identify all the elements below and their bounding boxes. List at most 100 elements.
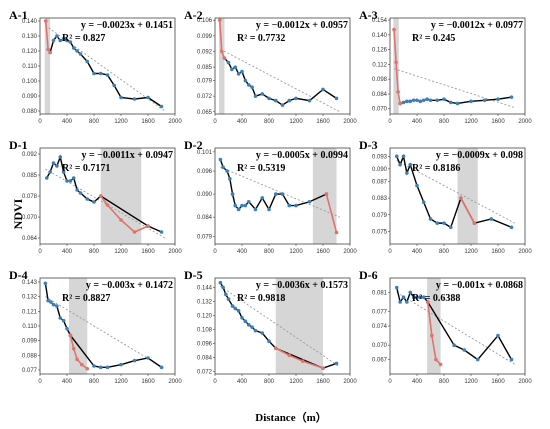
trend-line bbox=[45, 168, 166, 239]
regression-equation: y = −0.0012x + 0.0977 bbox=[431, 20, 523, 31]
x-tick-label: 800 bbox=[264, 249, 275, 255]
data-point bbox=[415, 98, 419, 103]
data-point bbox=[421, 200, 426, 205]
data-point bbox=[92, 364, 96, 368]
data-point bbox=[489, 217, 494, 221]
regression-equation: y = −0.0036x + 0.1573 bbox=[256, 280, 348, 291]
panel-title: D-3 bbox=[359, 138, 378, 152]
series-line bbox=[49, 34, 162, 108]
x-tick-label: 1600 bbox=[491, 379, 505, 385]
data-point bbox=[51, 38, 56, 43]
x-tick-label: 0 bbox=[38, 379, 42, 385]
highlight-point bbox=[146, 224, 150, 228]
x-tick-label: 0 bbox=[213, 379, 217, 385]
data-point bbox=[405, 171, 409, 175]
x-tick-label: 1200 bbox=[289, 119, 303, 125]
highlight-point bbox=[398, 101, 402, 106]
y-tick-label: 0.092 bbox=[22, 152, 38, 158]
data-point bbox=[55, 164, 59, 168]
data-point bbox=[65, 179, 69, 183]
y-tick-label: 0.120 bbox=[197, 313, 213, 319]
data-point bbox=[307, 199, 312, 204]
data-point bbox=[428, 98, 433, 103]
data-point bbox=[408, 162, 413, 167]
panel-title: A-2 bbox=[184, 8, 203, 22]
data-point bbox=[411, 295, 416, 300]
x-tick-label: 2000 bbox=[168, 379, 182, 385]
data-point bbox=[307, 98, 312, 103]
data-point bbox=[246, 83, 251, 87]
data-point bbox=[415, 183, 419, 188]
highlight-point bbox=[219, 49, 224, 54]
data-point bbox=[218, 280, 223, 285]
x-tick-label: 1600 bbox=[141, 119, 155, 125]
x-tick-label: 1200 bbox=[114, 249, 128, 255]
x-tick-label: 2000 bbox=[343, 119, 357, 125]
highlight-point bbox=[438, 362, 443, 367]
x-tick-label: 0 bbox=[388, 249, 392, 255]
r-squared-label: R² = 0.8186 bbox=[412, 163, 460, 174]
regression-equation: y = −0.001x + 0.0868 bbox=[436, 280, 523, 291]
data-point bbox=[260, 196, 265, 200]
data-point bbox=[85, 59, 90, 64]
data-point bbox=[55, 304, 59, 308]
data-point bbox=[146, 95, 150, 100]
y-tick-label: 0.143 bbox=[22, 280, 38, 286]
plot-frame bbox=[214, 17, 351, 115]
regression-equation: y = −0.003x + 0.1472 bbox=[86, 280, 173, 291]
panel-title: D-2 bbox=[184, 138, 203, 152]
x-tick-label: 1600 bbox=[316, 249, 330, 255]
highlight-point bbox=[98, 194, 103, 198]
x-tick-label: 1200 bbox=[114, 119, 128, 125]
data-point bbox=[509, 95, 514, 99]
data-point bbox=[246, 323, 251, 327]
highlight-region bbox=[100, 148, 142, 244]
data-point bbox=[280, 192, 285, 196]
y-tick-label: 0.084 bbox=[197, 356, 213, 362]
data-point bbox=[55, 34, 59, 38]
data-point bbox=[253, 207, 258, 212]
data-point bbox=[462, 348, 467, 352]
x-tick-label: 0 bbox=[388, 379, 392, 385]
data-point bbox=[287, 203, 292, 208]
series-line bbox=[223, 57, 337, 106]
x-tick-label: 1600 bbox=[316, 379, 330, 385]
data-point bbox=[226, 297, 231, 301]
highlight-line bbox=[275, 347, 324, 369]
data-point bbox=[159, 365, 164, 370]
data-point bbox=[43, 281, 48, 286]
data-point bbox=[78, 191, 83, 195]
x-tick-label: 0 bbox=[213, 249, 217, 255]
y-tick-label: 0.106 bbox=[197, 18, 213, 24]
panel-title: D-5 bbox=[184, 268, 203, 282]
highlight-point bbox=[85, 366, 90, 371]
data-point bbox=[334, 361, 339, 366]
chart-panel: 0.075 0.079 0.083 0.087 0.090 0.093 0 400 800 120… bbox=[359, 138, 532, 255]
x-tick-label: 400 bbox=[62, 249, 73, 255]
data-point bbox=[482, 98, 487, 103]
data-point bbox=[287, 98, 292, 103]
highlight-region bbox=[427, 278, 441, 374]
x-tick-label: 400 bbox=[62, 379, 73, 385]
r-squared-label: R² = 0.827 bbox=[62, 33, 105, 44]
highlight-point bbox=[43, 19, 48, 23]
series-line bbox=[46, 154, 162, 233]
data-point bbox=[425, 97, 429, 102]
x-tick-label: 800 bbox=[439, 119, 450, 125]
data-point bbox=[92, 71, 96, 76]
data-point bbox=[236, 207, 241, 212]
highlight-region bbox=[44, 18, 51, 114]
y-tick-label: 0.140 bbox=[22, 19, 38, 25]
data-point bbox=[44, 176, 49, 180]
plot-frame bbox=[214, 277, 351, 375]
y-tick-label: 0.132 bbox=[197, 299, 213, 305]
x-axis-label: Distance（m） bbox=[255, 411, 327, 424]
x-tick-label: 800 bbox=[89, 119, 100, 125]
data-point bbox=[233, 306, 238, 311]
highlight-point bbox=[392, 27, 396, 32]
data-point bbox=[469, 99, 473, 104]
x-tick-label: 800 bbox=[439, 379, 450, 385]
data-point bbox=[105, 73, 110, 77]
data-point bbox=[253, 328, 258, 333]
